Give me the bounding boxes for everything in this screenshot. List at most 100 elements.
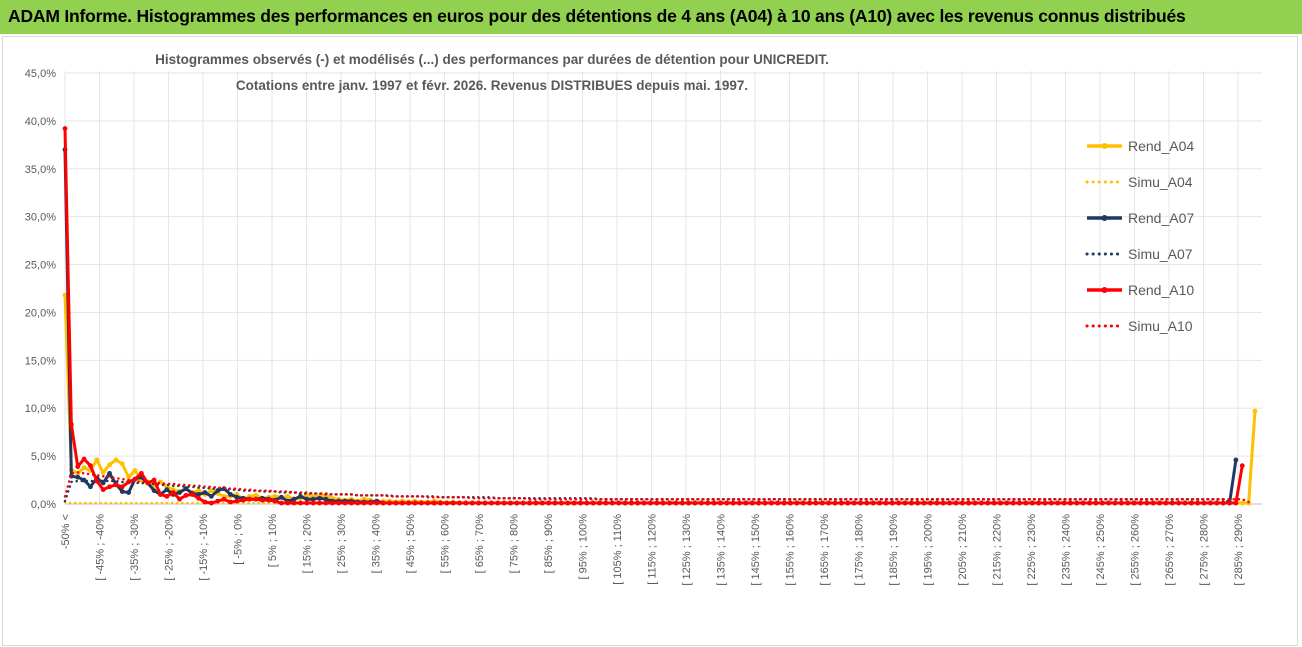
data-point	[1182, 500, 1188, 506]
data-point	[1195, 500, 1201, 506]
x-tick-label: [ 125% ; 130%	[681, 514, 693, 586]
x-tick-label: [ -15% ; -10%	[198, 514, 210, 581]
data-point	[151, 488, 157, 493]
data-point	[578, 500, 583, 506]
data-point	[278, 494, 284, 500]
data-point	[959, 500, 965, 506]
data-point	[119, 484, 125, 490]
data-point	[488, 500, 494, 506]
data-point	[368, 500, 373, 506]
data-point	[406, 500, 412, 506]
data-point	[158, 492, 163, 497]
data-point	[272, 498, 278, 504]
data-point	[113, 457, 119, 463]
x-tick-label: [ -35% ; -30%	[129, 514, 141, 581]
data-point	[953, 500, 959, 506]
data-point	[1017, 500, 1022, 506]
x-tick-label: [ 215% ; 220%	[992, 514, 1004, 586]
data-point	[864, 500, 870, 506]
x-tick-label: [ 235% ; 240%	[1061, 514, 1073, 586]
data-point	[832, 500, 838, 506]
data-point	[552, 500, 558, 506]
data-point	[196, 492, 202, 497]
legend-label-rend-a10[interactable]: Rend_A10	[1128, 282, 1194, 298]
data-point	[813, 500, 819, 506]
data-point	[107, 484, 112, 490]
data-point	[482, 500, 488, 506]
data-point	[584, 500, 590, 506]
data-point	[119, 461, 125, 467]
legend-label-simu-a10[interactable]: Simu_A10	[1128, 318, 1193, 334]
data-point	[323, 496, 329, 502]
data-point	[317, 500, 322, 506]
data-point	[730, 500, 736, 506]
x-tick-label: [ 255% ; 260%	[1130, 514, 1142, 586]
data-point	[1138, 500, 1143, 506]
x-tick-label: [ 135% ; 140%	[716, 514, 728, 586]
data-point	[202, 490, 208, 495]
data-point	[749, 500, 755, 506]
data-point	[1239, 500, 1245, 506]
data-point	[62, 126, 68, 131]
x-tick-label: [ 55% ; 60%	[440, 514, 452, 574]
data-point	[272, 493, 278, 499]
data-point	[724, 500, 730, 506]
data-point	[208, 500, 214, 506]
legend-label-rend-a07[interactable]: Rend_A07	[1128, 210, 1194, 226]
data-point	[476, 500, 482, 506]
x-tick-label: [ 85% ; 90%	[543, 514, 555, 574]
data-point	[1214, 500, 1220, 506]
data-point	[298, 493, 303, 499]
data-point	[597, 500, 602, 506]
x-tick-label: [ 95% ; 100%	[578, 514, 590, 580]
data-point	[845, 500, 851, 506]
legend-label-simu-a07[interactable]: Simu_A07	[1128, 246, 1193, 262]
data-point	[616, 500, 622, 506]
legend[interactable]: Rend_A04 Simu_A04 Rend_A07 Simu_A07 Rend_A10…	[1085, 138, 1194, 334]
data-point	[571, 500, 577, 506]
data-point	[768, 500, 774, 506]
data-point	[1208, 500, 1213, 506]
data-point	[794, 500, 800, 506]
data-point	[431, 500, 437, 506]
data-point	[609, 500, 615, 506]
legend-label-rend-a04[interactable]: Rend_A04	[1128, 138, 1194, 154]
data-point	[679, 500, 685, 506]
y-tick-label: 35,0%	[25, 164, 56, 176]
data-point	[285, 500, 291, 506]
data-point	[896, 500, 902, 506]
data-point	[1188, 500, 1194, 506]
data-point	[240, 497, 246, 503]
data-point	[966, 500, 972, 506]
data-point	[310, 500, 316, 506]
data-point	[177, 496, 182, 502]
data-point	[247, 496, 252, 502]
x-tick-label: [ 25% ; 30%	[336, 514, 348, 574]
data-point	[119, 489, 125, 494]
data-point	[1233, 500, 1239, 506]
legend-label-simu-a04[interactable]: Simu_A04	[1128, 174, 1193, 190]
data-point	[228, 492, 233, 497]
data-point	[743, 500, 749, 506]
series-rend-a04	[63, 295, 1257, 505]
y-tick-label: 0,0%	[31, 499, 56, 511]
data-point	[278, 500, 284, 506]
data-point	[183, 492, 189, 498]
data-point	[985, 500, 991, 506]
x-tick-label: [ -45% ; -40%	[95, 514, 107, 581]
data-point	[788, 500, 793, 506]
data-point	[304, 496, 310, 502]
data-point	[94, 457, 100, 463]
data-point	[877, 500, 882, 506]
data-point	[425, 500, 431, 506]
data-point	[266, 497, 272, 503]
data-point	[819, 500, 825, 506]
data-point	[221, 496, 227, 502]
x-tick-label: [ 105% ; 110%	[612, 514, 624, 585]
data-point	[393, 500, 399, 506]
data-point	[107, 470, 112, 476]
data-point	[170, 490, 176, 495]
data-point	[915, 500, 921, 506]
data-point	[660, 500, 666, 506]
x-tick-label: [ 35% ; 40%	[371, 514, 383, 574]
